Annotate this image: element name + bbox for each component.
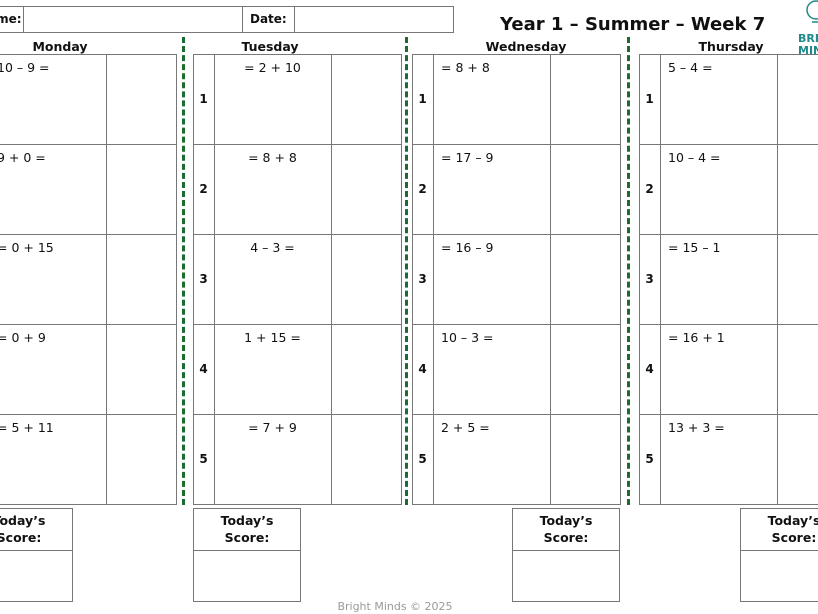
question-number: 5 [645, 452, 654, 466]
question: = 8 + 8 [248, 150, 297, 165]
question: 4 – 3 = [250, 240, 295, 255]
question-number: 4 [199, 362, 208, 376]
score-label: Today’s Score: [767, 513, 818, 545]
question-number: 3 [418, 272, 427, 286]
question-number: 4 [645, 362, 654, 376]
answer-cell[interactable] [777, 234, 818, 325]
title: Year 1 – Summer – Week 7 [500, 14, 766, 35]
score-label: Today’s Score: [539, 513, 593, 545]
question: = 15 – 1 [668, 240, 721, 255]
footer: Bright Minds © 2025 [337, 600, 453, 613]
answer-cell[interactable] [106, 234, 177, 325]
score-input[interactable] [512, 550, 620, 602]
answer-cell[interactable] [550, 414, 621, 505]
answer-cell[interactable] [550, 234, 621, 325]
question: = 8 + 8 [441, 60, 490, 75]
answer-cell[interactable] [777, 144, 818, 235]
question: 5 – 4 = [668, 60, 713, 75]
answer-cell[interactable] [777, 54, 818, 145]
question: = 2 + 10 [244, 60, 301, 75]
question: 10 – 4 = [668, 150, 721, 165]
answer-cell[interactable] [331, 144, 402, 235]
question-number: 3 [645, 272, 654, 286]
day-label: Thursday [698, 39, 764, 54]
question: 10 – 9 = [0, 60, 50, 75]
question-number: 5 [418, 452, 427, 466]
separator [627, 37, 630, 505]
question: = 7 + 9 [248, 420, 297, 435]
question: = 0 + 15 [0, 240, 54, 255]
question: 10 – 3 = [441, 330, 494, 345]
question: 1 + 15 = [244, 330, 301, 345]
logo-line: MINDS [798, 44, 818, 57]
answer-cell[interactable] [106, 144, 177, 235]
answer-cell[interactable] [106, 54, 177, 145]
name-input[interactable] [23, 6, 243, 33]
answer-cell[interactable] [331, 324, 402, 415]
question-number: 2 [418, 182, 427, 196]
day-label: Tuesday [241, 39, 299, 54]
question-number: 2 [199, 182, 208, 196]
question: 13 + 3 = [668, 420, 725, 435]
question-number: 3 [199, 272, 208, 286]
question-number: 1 [418, 92, 427, 106]
answer-cell[interactable] [331, 234, 402, 325]
question-number: 1 [645, 92, 654, 106]
answer-cell[interactable] [550, 324, 621, 415]
question: = 5 + 11 [0, 420, 54, 435]
question: = 17 – 9 [441, 150, 494, 165]
question-number: 2 [645, 182, 654, 196]
score-label: Today’s Score: [220, 513, 274, 545]
score-input[interactable] [193, 550, 301, 602]
question: = 16 – 9 [441, 240, 494, 255]
answer-cell[interactable] [331, 414, 402, 505]
question-number: 1 [199, 92, 208, 106]
question: 9 + 0 = [0, 150, 46, 165]
answer-cell[interactable] [106, 324, 177, 415]
separator [182, 37, 185, 505]
day-label: Monday [32, 39, 88, 54]
name-label: Name: [0, 12, 22, 26]
logo-line: BRIGHT [798, 32, 818, 45]
day-label: Wednesday [485, 39, 567, 54]
logo-icon [806, 0, 818, 23]
answer-cell[interactable] [777, 324, 818, 415]
question: 2 + 5 = [441, 420, 490, 435]
question: = 0 + 9 [0, 330, 46, 345]
answer-cell[interactable] [777, 414, 818, 505]
date-input[interactable] [294, 6, 454, 33]
answer-cell[interactable] [106, 414, 177, 505]
answer-cell[interactable] [550, 144, 621, 235]
score-input[interactable] [0, 550, 73, 602]
separator [405, 37, 408, 505]
question: = 16 + 1 [668, 330, 725, 345]
answer-cell[interactable] [550, 54, 621, 145]
score-label: Today’s Score: [0, 513, 46, 545]
question-number: 5 [199, 452, 208, 466]
score-input[interactable] [740, 550, 818, 602]
answer-cell[interactable] [331, 54, 402, 145]
date-label: Date: [250, 12, 287, 26]
logo-text: BRIGHT MINDS [798, 33, 818, 57]
question-number: 4 [418, 362, 427, 376]
